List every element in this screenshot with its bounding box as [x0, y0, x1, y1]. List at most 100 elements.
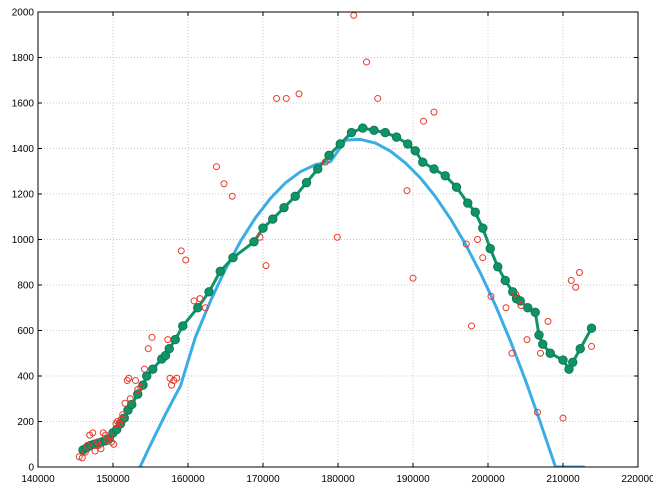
scatter-point: [132, 377, 139, 385]
scatter-point: [81, 448, 89, 456]
scatter-point: [502, 304, 510, 312]
scatter-point: [173, 374, 181, 382]
scatter-point: [403, 187, 411, 195]
scatter-point: [89, 429, 97, 437]
trend-line-marker: [586, 323, 597, 333]
scatter-point: [430, 108, 438, 116]
y-tick-label: 2000: [12, 8, 35, 19]
scatter-point: [99, 429, 107, 437]
scatter-point: [544, 317, 552, 325]
trend-line-marker: [538, 339, 548, 349]
y-tick-label: 1000: [12, 235, 35, 246]
fit-curve: [138, 137, 585, 467]
trend-line-marker: [369, 125, 379, 136]
trend-line-marker: [380, 127, 390, 138]
trend-line-marker: [523, 303, 533, 313]
scatter-point: [190, 297, 198, 305]
scatter-point: [164, 336, 172, 344]
scatter-point: [273, 94, 280, 102]
trend-line-marker: [403, 139, 413, 149]
scatter-point: [572, 283, 580, 291]
scatter-point: [126, 395, 134, 403]
scatter-point: [110, 440, 118, 448]
trend-line-marker: [142, 371, 152, 381]
x-tick-label: 150000: [96, 474, 130, 485]
trend-line-marker: [575, 344, 585, 354]
scatter-points-layer: [75, 12, 595, 462]
scatter-point: [534, 408, 541, 416]
x-tick-label: 190000: [396, 474, 430, 485]
scatter-point: [228, 192, 236, 200]
scatter-point: [182, 256, 190, 264]
trend-line-marker: [530, 307, 540, 317]
scatter-point: [84, 441, 91, 449]
trend-line-marker: [500, 275, 510, 286]
scatter-point: [409, 274, 417, 282]
scatter-point: [121, 399, 129, 407]
y-axis-ticks: 0 200 400 600 800 1000 1200 1400 1600 1800 2000: [12, 8, 638, 474]
trend-line-marker: [346, 127, 357, 138]
y-tick-label: 0: [28, 463, 34, 474]
scatter-point: [75, 453, 83, 461]
scatter-point: [282, 94, 290, 102]
scatter-point: [588, 342, 595, 350]
x-tick-label: 180000: [321, 474, 355, 485]
trend-line-marker: [451, 182, 462, 192]
scatter-point: [474, 236, 481, 243]
scatter-point: [262, 262, 270, 270]
trend-line-marker: [485, 243, 495, 254]
trend-line-marker: [358, 123, 368, 133]
scatter-point: [537, 349, 544, 357]
y-tick-label: 1800: [12, 53, 35, 64]
trend-line-marker: [568, 357, 578, 368]
y-tick-label: 600: [17, 326, 34, 337]
scatter-point: [576, 268, 583, 276]
fit-curve-layer: [138, 137, 585, 467]
trend-line-marker: [313, 164, 323, 174]
y-tick-label: 1400: [12, 144, 35, 155]
scatter-point: [196, 295, 204, 303]
scatter-point: [166, 374, 174, 382]
scatter-point: [462, 240, 470, 248]
scatter-point: [333, 233, 341, 241]
scatter-point: [116, 420, 124, 428]
trend-line-marker: [418, 157, 428, 167]
scatter-point: [487, 292, 495, 300]
scatter-point: [321, 158, 329, 166]
scatter-point: [517, 301, 525, 309]
grid-lines: [38, 12, 638, 467]
trend-line-marker: [170, 334, 180, 345]
trend-line-marker: [391, 132, 402, 142]
y-tick-label: 1200: [12, 190, 35, 201]
trend-line-marker: [463, 198, 473, 208]
trend-line-marker: [545, 348, 555, 358]
trend-line-marker: [478, 223, 488, 233]
trend-line-marker: [268, 214, 278, 224]
trend-line-marker: [440, 171, 450, 181]
scatter-point: [97, 445, 105, 453]
scatter-point: [78, 454, 86, 462]
scatter-point: [148, 333, 156, 341]
trend-line-marker: [335, 139, 345, 149]
scatter-point: [559, 414, 567, 422]
scatter-point: [374, 94, 382, 102]
y-tick-label: 1600: [12, 99, 35, 110]
trend-line-layer: [78, 123, 597, 455]
scatter-point: [114, 418, 121, 425]
scatter-point: [144, 345, 152, 353]
y-tick-label: 800: [17, 281, 34, 292]
trend-line-marker: [193, 303, 203, 313]
scatter-point: [508, 349, 516, 357]
trend-line-marker: [178, 321, 188, 331]
trend-line-marker: [324, 150, 334, 161]
trend-line-marker: [215, 266, 225, 277]
trend-line-marker: [290, 191, 300, 201]
scatter-point: [363, 58, 370, 66]
scatter-point: [177, 247, 185, 255]
x-tick-label: 210000: [546, 474, 580, 485]
scatter-point: [420, 117, 427, 125]
x-tick-label: 160000: [171, 474, 205, 485]
trend-line-marker: [534, 330, 544, 340]
